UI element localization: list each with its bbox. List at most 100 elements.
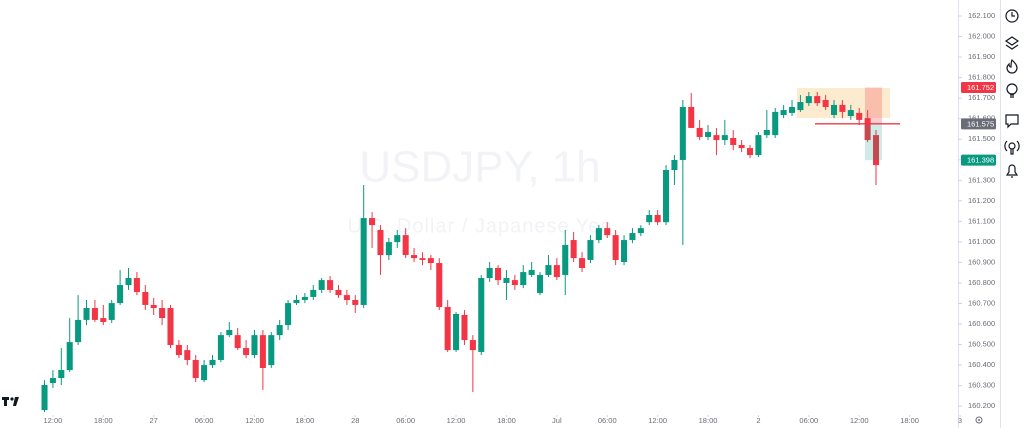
x-tick-label: 12:00	[44, 416, 63, 425]
candle-body	[847, 110, 854, 117]
ideas-icon[interactable]	[1006, 83, 1018, 98]
candle-body	[797, 102, 804, 111]
x-tick-label: 18:00	[900, 416, 919, 425]
candle-body	[621, 240, 628, 263]
x-tick-label: 18:00	[699, 416, 718, 425]
candle-body	[142, 291, 149, 305]
x-tick-label: 2	[756, 416, 760, 425]
candle-body	[788, 106, 796, 113]
x-tick-label: 3	[958, 416, 962, 425]
alarm-icon[interactable]	[1005, 9, 1019, 23]
candle-body	[679, 106, 686, 160]
candle-body	[419, 258, 426, 260]
stream-icon[interactable]	[1004, 140, 1020, 155]
candle-body	[637, 228, 644, 234]
candle-body	[830, 104, 838, 115]
candle-body	[402, 235, 409, 256]
candle-body	[671, 159, 678, 171]
candle-body	[738, 144, 745, 149]
candle-body	[285, 303, 292, 326]
settings-icon[interactable]	[975, 416, 983, 424]
candle-body	[201, 365, 208, 381]
candle-body	[528, 270, 535, 275]
candle-body	[352, 300, 359, 305]
y-tick-label: 161.700	[968, 93, 995, 102]
watermark-title: USDJPY, 1h	[359, 143, 600, 192]
candle-body	[411, 255, 418, 259]
stop-zone	[865, 87, 882, 124]
candle-body	[175, 344, 182, 356]
candle-body	[562, 244, 569, 275]
candle-body	[49, 378, 56, 383]
stop-price-label: 161.752	[967, 83, 994, 92]
tradingview-logo[interactable]	[2, 397, 19, 406]
x-tick-label: 06:00	[799, 416, 818, 425]
y-tick-label: 162.100	[968, 11, 995, 20]
candle-body	[713, 135, 720, 141]
x-tick-label: 12:00	[850, 416, 869, 425]
candle-body	[495, 267, 502, 281]
x-tick-label: 27	[150, 416, 158, 425]
candle-body	[612, 235, 619, 260]
x-tick-label: 18:00	[94, 416, 113, 425]
candle-body	[511, 280, 518, 286]
candle-body	[369, 218, 376, 226]
notifications-icon[interactable]	[1005, 164, 1019, 178]
target-badge	[961, 154, 996, 166]
candle-body	[520, 272, 527, 286]
candle-body	[117, 285, 124, 304]
y-tick-label: 161.200	[968, 196, 995, 205]
candle-body	[721, 135, 728, 141]
y-tick-label: 161.500	[968, 134, 995, 143]
y-tick-label: 160.500	[968, 340, 995, 349]
candle-body	[276, 325, 283, 336]
x-tick-label: 18:00	[295, 416, 314, 425]
y-tick-label: 161.000	[968, 237, 995, 246]
candle-body	[553, 265, 560, 278]
candle-body	[377, 229, 384, 256]
candle-body	[595, 228, 602, 241]
candle-body	[747, 148, 754, 156]
candle-body	[705, 132, 712, 137]
y-tick-label: 160.800	[968, 278, 995, 287]
candle-body	[663, 170, 670, 223]
chat-icon[interactable]	[1005, 114, 1019, 129]
candle-body	[780, 110, 787, 115]
candle-body	[167, 308, 174, 345]
layers-icon[interactable]	[1004, 36, 1020, 50]
entry-price-label: 161.575	[967, 119, 994, 128]
x-tick-label: 06:00	[195, 416, 214, 425]
y-tick-label: 160.400	[968, 360, 995, 369]
candle-body	[814, 96, 821, 104]
candle-body	[385, 242, 392, 256]
candle-body	[654, 214, 661, 223]
candle-body	[688, 106, 695, 128]
x-tick-label: 06:00	[598, 416, 617, 425]
candle-body	[335, 289, 342, 296]
y-tick-label: 160.200	[968, 401, 995, 410]
y-tick-label: 161.100	[968, 216, 995, 225]
y-tick-label: 162.000	[968, 32, 995, 41]
range-box[interactable]	[797, 88, 890, 118]
hotlist-icon[interactable]	[1006, 58, 1018, 74]
candle-body	[587, 240, 594, 260]
x-tick-label: 12:00	[245, 416, 264, 425]
candle-body	[856, 112, 863, 120]
entry-badge	[961, 118, 996, 130]
candle-body	[125, 278, 132, 286]
candle-body	[444, 306, 451, 351]
y-tick-label: 160.300	[968, 381, 995, 390]
y-tick-label: 161.600	[968, 114, 995, 123]
candle-body	[478, 278, 485, 352]
y-tick-label: 161.800	[968, 73, 995, 82]
candle-body	[772, 111, 779, 136]
candle-body	[259, 335, 266, 368]
candle-body	[41, 385, 48, 411]
candle-body	[217, 335, 224, 360]
candle-body	[755, 135, 762, 156]
candle-body	[360, 218, 367, 305]
candle-body	[763, 129, 770, 136]
candle-body	[226, 329, 233, 336]
